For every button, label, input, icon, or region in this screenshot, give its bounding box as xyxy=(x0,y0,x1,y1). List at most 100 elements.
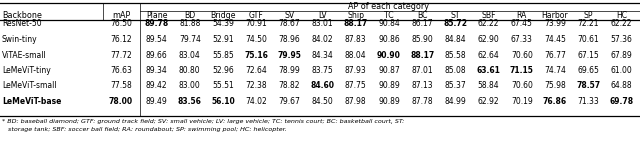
Text: 76.12: 76.12 xyxy=(110,35,132,44)
Text: 85.08: 85.08 xyxy=(445,66,466,75)
Text: 89.78: 89.78 xyxy=(145,20,169,28)
Text: 78.96: 78.96 xyxy=(278,35,300,44)
Text: 87.13: 87.13 xyxy=(412,81,433,91)
Text: RA: RA xyxy=(516,11,527,20)
Text: 76.86: 76.86 xyxy=(543,97,567,106)
Text: Ship: Ship xyxy=(348,11,364,20)
Text: 74.50: 74.50 xyxy=(245,35,267,44)
Text: LeMeViT-small: LeMeViT-small xyxy=(2,81,56,91)
Text: 90.89: 90.89 xyxy=(378,97,400,106)
Text: ViTAE-small: ViTAE-small xyxy=(2,51,47,60)
Text: 84.84: 84.84 xyxy=(445,35,466,44)
Text: 62.22: 62.22 xyxy=(611,20,632,28)
Text: 90.90: 90.90 xyxy=(377,51,401,60)
Text: 84.34: 84.34 xyxy=(312,51,333,60)
Text: SBF: SBF xyxy=(481,11,496,20)
Text: 63.61: 63.61 xyxy=(477,66,500,75)
Text: 78.99: 78.99 xyxy=(278,66,300,75)
Text: 67.45: 67.45 xyxy=(511,20,532,28)
Text: 90.89: 90.89 xyxy=(378,81,400,91)
Text: 69.78: 69.78 xyxy=(609,97,634,106)
Text: 57.36: 57.36 xyxy=(611,35,632,44)
Text: 89.42: 89.42 xyxy=(146,81,168,91)
Text: 90.86: 90.86 xyxy=(378,35,400,44)
Text: 83.04: 83.04 xyxy=(179,51,201,60)
Text: 87.75: 87.75 xyxy=(345,81,367,91)
Text: SV: SV xyxy=(284,11,294,20)
Text: 78.57: 78.57 xyxy=(576,81,600,91)
Text: ResNet-50: ResNet-50 xyxy=(2,20,42,28)
Text: SP: SP xyxy=(584,11,593,20)
Text: 75.16: 75.16 xyxy=(244,51,268,60)
Text: LeMeViT-base: LeMeViT-base xyxy=(2,97,61,106)
Text: 52.91: 52.91 xyxy=(212,35,234,44)
Text: HC: HC xyxy=(616,11,627,20)
Text: 90.84: 90.84 xyxy=(378,20,400,28)
Text: 74.02: 74.02 xyxy=(245,97,267,106)
Text: LeMeViT-tiny: LeMeViT-tiny xyxy=(2,66,51,75)
Text: 67.33: 67.33 xyxy=(511,35,532,44)
Text: 55.85: 55.85 xyxy=(212,51,234,60)
Text: 79.74: 79.74 xyxy=(179,35,201,44)
Text: 87.98: 87.98 xyxy=(345,97,367,106)
Text: 70.60: 70.60 xyxy=(511,51,532,60)
Text: 54.39: 54.39 xyxy=(212,20,234,28)
Text: 76.63: 76.63 xyxy=(110,66,132,75)
Text: 83.75: 83.75 xyxy=(312,66,333,75)
Text: 72.21: 72.21 xyxy=(577,20,599,28)
Text: 79.67: 79.67 xyxy=(278,97,300,106)
Text: GTF: GTF xyxy=(249,11,264,20)
Text: 79.95: 79.95 xyxy=(278,51,301,60)
Text: 78.82: 78.82 xyxy=(278,81,300,91)
Text: 87.83: 87.83 xyxy=(345,35,367,44)
Text: 71.15: 71.15 xyxy=(510,66,534,75)
Text: 84.02: 84.02 xyxy=(312,35,333,44)
Text: 76.50: 76.50 xyxy=(110,20,132,28)
Text: 72.38: 72.38 xyxy=(245,81,267,91)
Text: 69.65: 69.65 xyxy=(577,66,599,75)
Text: 84.99: 84.99 xyxy=(445,97,467,106)
Text: 88.04: 88.04 xyxy=(345,51,367,60)
Text: 87.93: 87.93 xyxy=(345,66,367,75)
Text: 83.01: 83.01 xyxy=(312,20,333,28)
Text: Backbone: Backbone xyxy=(2,11,42,20)
Text: 58.84: 58.84 xyxy=(478,81,499,91)
Text: 90.87: 90.87 xyxy=(378,66,400,75)
Text: 56.10: 56.10 xyxy=(211,97,235,106)
Text: 86.17: 86.17 xyxy=(412,20,433,28)
Text: storage tank; SBF: soccer ball field; RA: roundabout; SP: swimming pool; HC: hel: storage tank; SBF: soccer ball field; RA… xyxy=(8,128,287,132)
Text: 77.72: 77.72 xyxy=(110,51,132,60)
Text: Swin-tiny: Swin-tiny xyxy=(2,35,38,44)
Text: 85.72: 85.72 xyxy=(444,20,467,28)
Text: * BD: baseball diamond; GTF: ground track field; SV: small vehicle; LV: large ve: * BD: baseball diamond; GTF: ground trac… xyxy=(2,120,404,124)
Text: 67.89: 67.89 xyxy=(611,51,632,60)
Text: 87.78: 87.78 xyxy=(412,97,433,106)
Text: LV: LV xyxy=(318,11,327,20)
Text: 87.01: 87.01 xyxy=(412,66,433,75)
Text: 62.22: 62.22 xyxy=(478,20,499,28)
Text: 85.58: 85.58 xyxy=(445,51,466,60)
Text: 70.61: 70.61 xyxy=(577,35,599,44)
Text: Plane: Plane xyxy=(146,11,167,20)
Text: 70.60: 70.60 xyxy=(511,81,532,91)
Text: 78.00: 78.00 xyxy=(109,97,133,106)
Text: 83.56: 83.56 xyxy=(178,97,202,106)
Text: 81.88: 81.88 xyxy=(179,20,200,28)
Text: 73.99: 73.99 xyxy=(544,20,566,28)
Text: 62.90: 62.90 xyxy=(477,35,499,44)
Text: 70.91: 70.91 xyxy=(245,20,267,28)
Text: 67.15: 67.15 xyxy=(577,51,599,60)
Text: 71.33: 71.33 xyxy=(577,97,599,106)
Text: 84.60: 84.60 xyxy=(310,81,335,91)
Text: 52.96: 52.96 xyxy=(212,66,234,75)
Text: 55.51: 55.51 xyxy=(212,81,234,91)
Text: 64.88: 64.88 xyxy=(611,81,632,91)
Text: Bridge: Bridge xyxy=(211,11,236,20)
Text: Harbor: Harbor xyxy=(541,11,568,20)
Text: 72.64: 72.64 xyxy=(245,66,267,75)
Text: 85.90: 85.90 xyxy=(412,35,433,44)
Text: 88.17: 88.17 xyxy=(410,51,435,60)
Text: 83.00: 83.00 xyxy=(179,81,201,91)
Text: 89.66: 89.66 xyxy=(146,51,168,60)
Text: 75.98: 75.98 xyxy=(544,81,566,91)
